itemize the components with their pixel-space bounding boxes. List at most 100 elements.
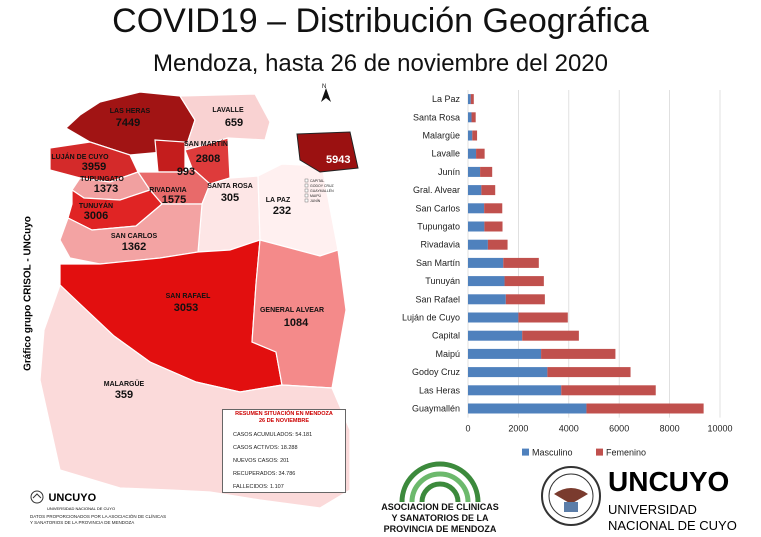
bar-masculino — [468, 403, 587, 414]
map-region-name: TUNUYÁN — [79, 201, 113, 210]
bar-femenino — [481, 185, 496, 196]
map-region-name: SAN RAFAEL — [166, 293, 211, 300]
bar-masculino — [468, 221, 485, 232]
bar-masculino — [468, 94, 471, 105]
inset-legend-label: GUAYMALLÉN — [310, 188, 334, 193]
map-region-value: 1575 — [162, 194, 186, 206]
y-tick-label: Las Heras — [419, 385, 461, 395]
bar-masculino — [468, 148, 477, 159]
bar-femenino — [471, 112, 476, 123]
y-tick-label: Capital — [432, 331, 460, 341]
bar-femenino — [472, 130, 478, 141]
uncuyo-seal-icon — [541, 466, 601, 526]
x-tick-label: 4000 — [559, 424, 579, 434]
bar-femenino — [484, 203, 503, 214]
map-region-name: SANTA ROSA — [207, 183, 253, 190]
y-tick-label: Malargüe — [422, 131, 460, 141]
inset-legend-swatch — [304, 193, 309, 198]
bar-masculino — [468, 257, 504, 268]
inset-legend-label: GODOY CRUZ — [310, 184, 335, 188]
clinicas-logo-text: ASOCIACION DE CLINICAS Y SANATORIOS DE L… — [381, 502, 499, 534]
y-tick-label: San Martín — [416, 258, 460, 268]
inset-legend-swatch — [304, 178, 309, 183]
bar-masculino — [468, 166, 481, 177]
bar-femenino — [518, 312, 568, 323]
bar-masculino — [468, 385, 562, 396]
map-region-value: 3959 — [82, 161, 106, 173]
map-region-value: 1084 — [284, 317, 309, 329]
bar-masculino — [468, 239, 488, 250]
bar-masculino — [468, 330, 523, 341]
bar-masculino — [468, 130, 473, 141]
map-region-name: MALARGÜE — [104, 379, 145, 388]
x-tick-label: 2000 — [508, 424, 528, 434]
svg-text:N: N — [322, 84, 326, 90]
uncuyo-big-logo: UNCUYO UNIVERSIDAD NACIONAL DE CUYO — [540, 462, 737, 535]
bar-femenino — [503, 257, 539, 268]
bar-femenino — [586, 403, 704, 414]
summary-title: RESUMEN SITUACIÓN EN MENDOZA 26 DE NOVIE… — [235, 411, 333, 424]
x-tick-label: 0 — [465, 424, 470, 434]
inset-legend-swatch — [304, 198, 309, 203]
bar-masculino — [468, 312, 519, 323]
y-tick-label: Lavalle — [431, 149, 460, 159]
x-tick-label: 10000 — [707, 424, 732, 434]
inset-value: 5943 — [326, 154, 350, 166]
map-region-value: 305 — [221, 192, 239, 204]
map-region-name: LAS HERAS — [110, 108, 151, 115]
map-region-value: 1373 — [94, 183, 118, 195]
inset-legend-label: CAPITAL — [310, 179, 324, 183]
y-tick-label: Junín — [438, 167, 460, 177]
y-tick-label: Godoy Cruz — [412, 367, 461, 377]
map-region-name: LUJÁN DE CUYO — [51, 152, 109, 161]
summary-row: CASOS ACTIVOS: 18.288 — [233, 445, 298, 451]
map-region-value: 993 — [177, 166, 195, 178]
uncuyo-small-logo: UNCUYO UNIVERSIDAD NACIONAL DE CUYO — [30, 488, 115, 511]
map-region-value: 3053 — [174, 302, 198, 314]
bar-femenino — [547, 367, 631, 378]
stacked-bar-chart: La Paz Santa Rosa Malargüe Lavalle Junín Gral… — [402, 90, 733, 458]
y-tick-label: Gral. Alvear — [413, 185, 460, 195]
y-tick-label: Tupungato — [417, 222, 460, 232]
map-region-value: 7449 — [116, 117, 140, 129]
legend-swatch — [522, 448, 529, 456]
map-region-name: LA PAZ — [266, 197, 291, 204]
y-tick-label: Tunuyán — [425, 276, 460, 286]
map-region-value: 232 — [273, 205, 291, 217]
bar-masculino — [468, 203, 485, 214]
summary-row: FALLECIDOS: 1.107 — [233, 484, 284, 490]
y-tick-label: Guaymallén — [412, 404, 460, 414]
bar-masculino — [468, 112, 472, 123]
bar-femenino — [541, 348, 616, 359]
bar-femenino — [505, 294, 545, 305]
bar-masculino — [468, 276, 505, 287]
map-region-name: RIVADAVIA — [149, 187, 186, 194]
y-tick-label: La Paz — [432, 94, 461, 104]
bar-masculino — [468, 367, 548, 378]
inset-legend-swatch — [304, 188, 309, 193]
map-region-name: SAN MARTÍN — [184, 139, 228, 148]
y-tick-label: San Rafael — [415, 294, 460, 304]
page-title: COVID19 – Distribución Geográfica — [112, 2, 649, 40]
legend-label: Femenino — [606, 448, 646, 458]
bar-femenino — [561, 385, 656, 396]
bar-masculino — [468, 294, 506, 305]
y-tick-label: Santa Rosa — [413, 112, 460, 122]
map-region-name: LAVALLE — [212, 107, 244, 114]
map-region-value: 359 — [115, 389, 133, 401]
legend-swatch — [596, 448, 603, 456]
map-region-name: GENERAL ALVEAR — [260, 307, 324, 314]
data-source-note: DATOS PROPORCIONADOS POR LA ASOCIACIÓN D… — [30, 514, 167, 525]
clinicas-logo-icon — [399, 461, 481, 503]
y-tick-label: Maipú — [435, 349, 460, 359]
inset-legend-label: MAIPÚ — [310, 194, 322, 198]
bar-femenino — [487, 239, 508, 250]
y-tick-label: Luján de Cuyo — [402, 313, 460, 323]
uncuyo-shield-icon — [30, 490, 44, 504]
inset-legend-swatch — [304, 183, 309, 188]
map-region-value: 659 — [225, 117, 243, 129]
map-region-value: 3006 — [84, 210, 108, 222]
summary-row: CASOS ACUMULADOS: 54.181 — [233, 432, 313, 438]
map-region-value: 2808 — [196, 153, 220, 165]
